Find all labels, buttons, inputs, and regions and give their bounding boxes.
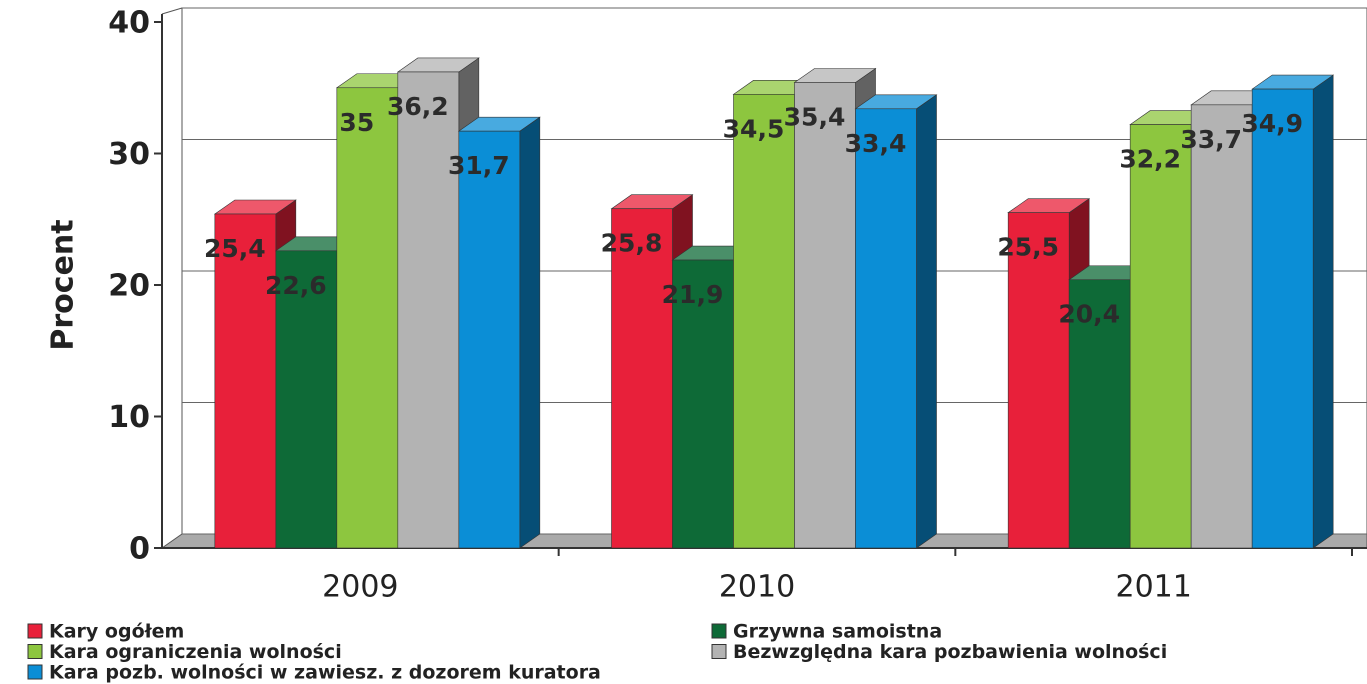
bar: [1007, 212, 1070, 549]
bar: [1129, 124, 1192, 549]
value-label: 25,5: [997, 233, 1059, 262]
x-tick-label: 2011: [1115, 570, 1191, 605]
legend-swatch: [711, 644, 727, 659]
y-tick-label: 0: [129, 532, 150, 567]
value-label: 34,9: [1241, 109, 1303, 138]
bar: [611, 208, 673, 549]
bar: [336, 87, 399, 549]
legend-swatch: [27, 664, 43, 680]
value-label: 32,2: [1119, 145, 1181, 174]
y-axis-label: Procent: [46, 219, 81, 350]
bar: [214, 213, 277, 549]
bar: [458, 130, 521, 549]
legend-label: Kara ograniczenia wolności: [49, 641, 342, 663]
y-tick-label: 10: [108, 400, 150, 435]
legend-swatch: [711, 623, 727, 639]
legend-label: Kary ogółem: [49, 621, 184, 643]
value-label: 35,4: [784, 102, 846, 131]
value-label: 25,4: [204, 234, 266, 263]
value-label: 34,5: [723, 114, 785, 143]
value-label: 22,6: [265, 271, 327, 300]
y-tick-label: 30: [108, 137, 150, 172]
bar: [794, 82, 856, 549]
bar: [672, 259, 734, 549]
x-tick-label: 2010: [719, 570, 795, 605]
value-label: 21,9: [662, 280, 724, 309]
bar: [1251, 88, 1314, 549]
bar: [855, 108, 917, 549]
legend-label: Bezwzględna kara pozbawienia wolności: [733, 641, 1167, 663]
wall-edge: [161, 7, 183, 15]
x-tick-label: 2009: [322, 570, 398, 605]
value-label: 33,4: [845, 129, 907, 158]
legend-swatch: [27, 623, 43, 639]
value-label: 36,2: [387, 92, 449, 121]
y-tick-label: 40: [108, 6, 150, 41]
bar-side: [519, 116, 541, 549]
value-label: 25,8: [601, 229, 663, 258]
value-label: 31,7: [448, 151, 510, 180]
bar: [275, 250, 338, 549]
bar: [733, 94, 795, 549]
value-label: 33,7: [1180, 125, 1242, 154]
value-label: 20,4: [1058, 300, 1120, 329]
bar-side: [1312, 74, 1334, 549]
legend-label: Grzywna samoistna: [733, 621, 942, 643]
legend-label: Kara pozb. wolności w zawiesz. z dozorem…: [49, 662, 601, 684]
bar: [397, 71, 460, 549]
bar: [1190, 104, 1253, 549]
y-tick-label: 20: [108, 269, 150, 304]
value-label: 35: [339, 108, 374, 137]
legend-swatch: [27, 644, 43, 659]
bar-side: [916, 94, 937, 549]
